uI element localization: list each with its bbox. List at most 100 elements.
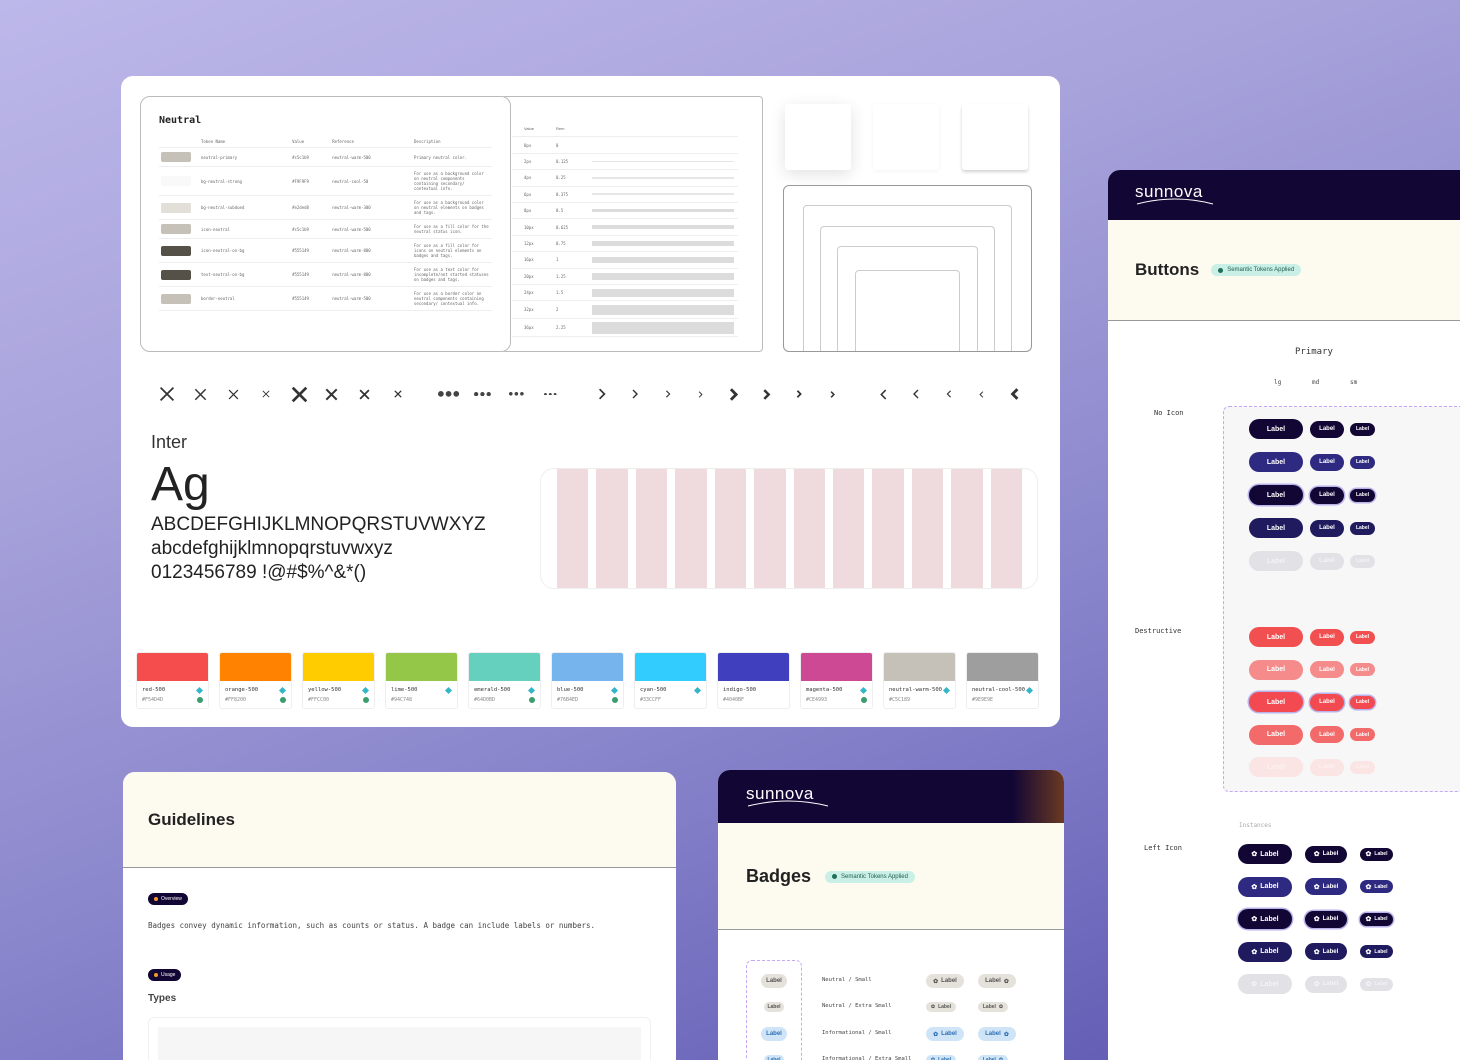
primary-button-sm[interactable]: ✿ Label bbox=[1360, 977, 1393, 991]
section-title: Primary bbox=[1295, 347, 1333, 357]
col-value: Value bbox=[290, 136, 331, 148]
component-diamond-icon bbox=[1025, 686, 1034, 695]
primary-button-lg[interactable]: ✿ Label bbox=[1238, 941, 1292, 962]
spacing-row: 2px 0.125 bbox=[512, 154, 738, 171]
color-chip: lime-500 #94C748 bbox=[385, 652, 458, 709]
destructive-button-lg[interactable]: Label bbox=[1249, 757, 1303, 777]
primary-button-lg[interactable]: Label bbox=[1249, 485, 1303, 505]
primary-button-md[interactable]: ✿ Label bbox=[1305, 878, 1347, 895]
primary-button-sm[interactable]: Label bbox=[1350, 521, 1375, 535]
component-diamond-icon bbox=[942, 686, 951, 695]
spacing-bar bbox=[592, 177, 734, 179]
color-swatch bbox=[161, 245, 191, 256]
lotus-icon: ✿ bbox=[1251, 948, 1258, 956]
destructive-button-sm[interactable]: Label bbox=[1350, 663, 1375, 676]
primary-button-md[interactable]: Label bbox=[1310, 552, 1344, 570]
chevron-right-icon bbox=[586, 388, 619, 400]
primary-button-sm[interactable]: ✿ Label bbox=[1360, 847, 1393, 861]
destructive-button-sm[interactable]: Label bbox=[1350, 760, 1375, 774]
destructive-button-sm[interactable]: Label bbox=[1350, 630, 1375, 644]
primary-button-lg[interactable]: Label bbox=[1249, 419, 1303, 439]
badge-variant-label: Informational / Extra Small bbox=[822, 1056, 912, 1060]
instances-label: Instances bbox=[1239, 822, 1272, 829]
primary-button-sm[interactable]: Label bbox=[1350, 554, 1375, 568]
destructive-button-sm[interactable]: Label bbox=[1350, 695, 1375, 709]
page-title: Buttons bbox=[1135, 260, 1200, 279]
primary-button-sm[interactable]: ✿ Label bbox=[1360, 912, 1393, 926]
primary-button-sm[interactable]: Label bbox=[1350, 488, 1375, 502]
primary-button-md[interactable]: Label bbox=[1310, 519, 1344, 537]
primary-button-sm[interactable]: ✿ Label bbox=[1360, 880, 1393, 893]
chevron-left-icon bbox=[900, 389, 933, 399]
grid-column bbox=[754, 469, 786, 588]
primary-button-md[interactable]: ✿ Label bbox=[1305, 910, 1347, 928]
page-title: Guidelines bbox=[148, 810, 235, 829]
destructive-button-md[interactable]: Label bbox=[1310, 693, 1344, 711]
token-value: #555149 bbox=[290, 238, 331, 263]
primary-button-md[interactable]: Label bbox=[1310, 420, 1344, 438]
grid-column bbox=[714, 469, 747, 588]
size-sm: sm bbox=[1350, 379, 1358, 386]
primary-button-sm[interactable]: ✿ Label bbox=[1360, 945, 1393, 958]
usage-tag: Usage bbox=[148, 969, 182, 981]
chevron-right-icon bbox=[717, 387, 750, 401]
grid-column bbox=[675, 469, 707, 588]
destructive-button-lg[interactable]: Label bbox=[1249, 659, 1303, 680]
lotus-icon: ✿ bbox=[1313, 916, 1320, 923]
check-circle-icon bbox=[280, 697, 286, 703]
col-reference: Reference bbox=[330, 136, 412, 148]
badge-left-icon: ✿ Label bbox=[926, 974, 964, 988]
destructive-button-sm[interactable]: Label bbox=[1350, 728, 1375, 741]
lotus-icon: ✿ bbox=[933, 978, 939, 985]
color-swatch bbox=[161, 152, 191, 162]
color-chip: neutral-cool-500 #9E9E9E bbox=[966, 652, 1039, 709]
destructive-button-lg[interactable]: Label bbox=[1249, 692, 1303, 712]
primary-button-md[interactable]: ✿ Label bbox=[1305, 943, 1347, 960]
component-diamond-icon bbox=[444, 686, 453, 695]
shadow-sample-md bbox=[962, 104, 1028, 170]
badge-right-icon: Label ✿ bbox=[978, 1002, 1008, 1012]
destructive-button-md[interactable]: Label bbox=[1310, 726, 1344, 743]
primary-button-md[interactable]: Label bbox=[1310, 453, 1344, 471]
primary-button-sm[interactable]: Label bbox=[1350, 422, 1375, 436]
token-row: neutral-primary #c5c1b9 neutral-warm-500… bbox=[159, 147, 492, 167]
color-swatch bbox=[137, 653, 208, 681]
spacing-bar bbox=[592, 240, 734, 246]
lotus-icon: ✿ bbox=[1365, 883, 1372, 891]
primary-button-sm[interactable]: Label bbox=[1350, 455, 1375, 469]
primary-button-md[interactable]: Label bbox=[1310, 486, 1344, 504]
grid-column bbox=[635, 469, 668, 588]
primary-button-md[interactable]: ✿ Label bbox=[1305, 845, 1347, 863]
primary-button-lg[interactable]: Label bbox=[1249, 518, 1303, 538]
primary-button-lg[interactable]: Label bbox=[1249, 452, 1303, 472]
primary-button-lg[interactable]: ✿ Label bbox=[1238, 844, 1292, 864]
destructive-button-lg[interactable]: Label bbox=[1249, 627, 1303, 647]
badge-right-icon: Label ✿ bbox=[978, 1055, 1008, 1060]
destructive-button-md[interactable]: Label bbox=[1310, 661, 1344, 678]
badge-right-icon: Label ✿ bbox=[978, 1027, 1016, 1041]
spacing-row: 0px 0 bbox=[512, 137, 738, 154]
primary-button-lg[interactable]: ✿ Label bbox=[1238, 909, 1292, 929]
layout-grid-preview bbox=[540, 468, 1038, 589]
spacing-row: 16px 1 bbox=[512, 252, 738, 269]
close-icon bbox=[184, 388, 217, 401]
check-circle-icon bbox=[363, 697, 369, 703]
destructive-button-md[interactable]: Label bbox=[1310, 758, 1344, 776]
chevron-right-icon bbox=[816, 390, 849, 398]
token-reference: neutral-warm-800 bbox=[330, 262, 412, 287]
color-chip: emerald-500 #64D0BD bbox=[468, 652, 541, 709]
spacing-bar bbox=[592, 225, 734, 230]
primary-button-lg[interactable]: ✿ Label bbox=[1238, 876, 1292, 897]
spacing-bar bbox=[592, 209, 734, 213]
lotus-icon: ✿ bbox=[1251, 883, 1258, 891]
destructive-button-lg[interactable]: Label bbox=[1249, 724, 1303, 745]
component-diamond-icon bbox=[361, 686, 370, 695]
primary-button-lg[interactable]: ✿ Label bbox=[1238, 974, 1292, 994]
badge: Label bbox=[764, 1055, 784, 1060]
lotus-icon: ✿ bbox=[1003, 1031, 1009, 1038]
primary-button-md[interactable]: ✿ Label bbox=[1305, 975, 1347, 993]
status-badge: Semantic Tokens Applied bbox=[825, 870, 915, 883]
primary-button-lg[interactable]: Label bbox=[1249, 551, 1303, 571]
destructive-button-md[interactable]: Label bbox=[1310, 628, 1344, 646]
more-horizontal-icon bbox=[466, 391, 500, 397]
